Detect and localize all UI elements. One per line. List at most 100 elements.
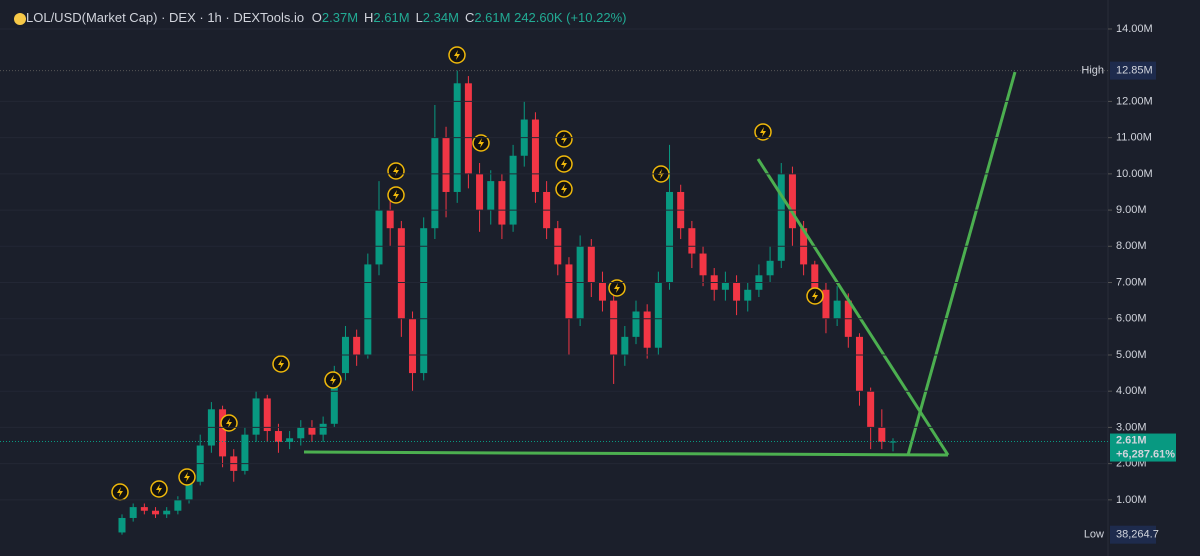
y-tick-label: 3.00M bbox=[1116, 421, 1147, 433]
candle-body bbox=[386, 210, 394, 229]
event-bolt bbox=[330, 375, 336, 385]
candle-body bbox=[766, 260, 774, 276]
marker-value: 38,264.7 bbox=[1116, 529, 1159, 541]
candle-body bbox=[632, 311, 640, 337]
candle-body bbox=[476, 173, 484, 211]
candle-body bbox=[297, 427, 305, 439]
y-tick-label: 8.00M bbox=[1116, 240, 1147, 252]
candle-body bbox=[353, 336, 361, 355]
candle-body bbox=[241, 434, 249, 471]
event-bolt bbox=[561, 159, 567, 169]
candle-body bbox=[286, 438, 294, 442]
title: LOL/USD(Market Cap) · DEX · 1h · DEXTool… bbox=[26, 10, 305, 25]
ohlc-value: 2.34M bbox=[422, 10, 459, 25]
y-tick-label: 11.00M bbox=[1116, 132, 1152, 144]
y-tick-label: 12.00M bbox=[1116, 95, 1153, 107]
candle-body bbox=[409, 318, 417, 374]
candle-body bbox=[878, 427, 886, 442]
last-change: +6,287.61% bbox=[1116, 448, 1175, 460]
last-price: 2.61M bbox=[1116, 434, 1147, 446]
candle-body bbox=[565, 264, 573, 319]
candle-body bbox=[833, 300, 841, 319]
marker-label: High bbox=[1081, 65, 1104, 77]
candle-body bbox=[867, 391, 875, 428]
y-tick-label: 7.00M bbox=[1116, 276, 1147, 288]
candle-body bbox=[688, 228, 696, 254]
y-tick-label: 5.00M bbox=[1116, 349, 1147, 361]
change: 242.60K (+10.22%) bbox=[514, 10, 627, 25]
candle-body bbox=[252, 398, 260, 435]
candle-body bbox=[822, 289, 830, 319]
marker-box bbox=[1110, 61, 1156, 80]
candle-body bbox=[140, 507, 148, 511]
ohlc-label: O bbox=[311, 10, 322, 25]
event-bolt bbox=[393, 166, 399, 176]
candle-body bbox=[163, 510, 171, 515]
candle-body bbox=[788, 173, 796, 229]
candle-body bbox=[308, 427, 316, 435]
candle-body bbox=[431, 137, 439, 229]
event-bolt bbox=[561, 134, 567, 144]
event-bolt bbox=[117, 487, 123, 497]
candle-body bbox=[364, 264, 372, 355]
event-bolt bbox=[278, 359, 284, 369]
candle-body bbox=[498, 181, 506, 225]
candle-body bbox=[274, 431, 282, 442]
candle-body bbox=[777, 173, 785, 261]
candle-body bbox=[185, 481, 193, 500]
support-line bbox=[303, 450, 949, 457]
candle-body bbox=[487, 181, 495, 211]
event-bolt bbox=[454, 50, 460, 60]
candle-body bbox=[118, 517, 126, 533]
event-bolt bbox=[614, 283, 620, 293]
candle-body bbox=[598, 282, 606, 301]
candle-body bbox=[889, 441, 897, 443]
ohlc-label: C bbox=[464, 10, 475, 25]
ohlc-value: 2.37M bbox=[321, 10, 359, 25]
candle-body bbox=[174, 499, 182, 511]
marker-box bbox=[1110, 525, 1156, 544]
marker-label: Low bbox=[1084, 529, 1104, 541]
candle-body bbox=[744, 289, 752, 301]
candle-body bbox=[375, 210, 383, 265]
candle-body bbox=[587, 246, 595, 283]
candle-body bbox=[442, 137, 450, 192]
candle-body bbox=[721, 282, 729, 290]
ohlc-label: H bbox=[364, 10, 374, 25]
header: LOL/USD(Market Cap) · DEX · 1h · DEXTool… bbox=[12, 10, 626, 25]
candle-body bbox=[855, 336, 863, 392]
candle-body bbox=[699, 253, 707, 276]
y-tick-label: 14.00M bbox=[1116, 23, 1153, 35]
y-tick-label: 1.00M bbox=[1116, 494, 1147, 506]
ohlc-label: L bbox=[415, 10, 423, 25]
ohlc: O2.37M H2.61M L2.34M C2.61M bbox=[308, 10, 514, 25]
event-bolt bbox=[184, 472, 190, 482]
marker-value: 12.85M bbox=[1116, 65, 1153, 77]
candle-body bbox=[420, 228, 428, 374]
candle-body bbox=[464, 83, 472, 174]
candle-body bbox=[263, 398, 271, 432]
event-bolt bbox=[478, 138, 484, 148]
emoji-icon bbox=[14, 13, 26, 25]
candle-body bbox=[531, 119, 539, 192]
candle-body bbox=[152, 510, 160, 515]
event-bolt bbox=[812, 291, 818, 301]
candle-body bbox=[129, 507, 137, 518]
candle-body bbox=[319, 423, 327, 435]
y-tick-label: 6.00M bbox=[1116, 313, 1147, 325]
candle-body bbox=[733, 282, 741, 301]
candle-body bbox=[621, 336, 629, 355]
y-tick-label: 10.00M bbox=[1116, 168, 1153, 180]
y-tick-label: 9.00M bbox=[1116, 204, 1147, 216]
event-bolt bbox=[226, 418, 232, 428]
event-icons bbox=[111, 46, 824, 501]
trend-line bbox=[756, 158, 950, 456]
candle-body bbox=[643, 311, 651, 348]
last-price-box bbox=[1110, 433, 1176, 462]
event-bolt bbox=[156, 484, 162, 494]
ohlc-value: 2.61M bbox=[373, 10, 410, 25]
y-tick-label: 4.00M bbox=[1116, 385, 1147, 397]
event-bolt bbox=[760, 127, 766, 137]
